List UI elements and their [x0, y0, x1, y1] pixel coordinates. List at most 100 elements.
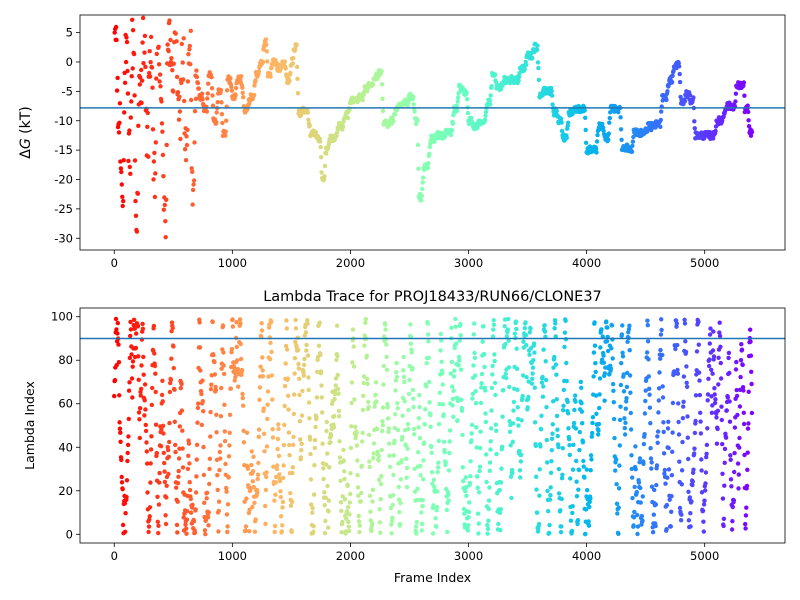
bottom-data-point [334, 323, 340, 328]
bottom-data-point [285, 376, 290, 381]
top-data-point [133, 198, 138, 204]
bottom-data-point [563, 318, 568, 323]
bottom-data-point [310, 510, 315, 515]
bottom-data-point [492, 352, 497, 357]
top-data-point [159, 99, 164, 104]
top-data-point [419, 193, 424, 199]
bottom-data-point [719, 417, 724, 423]
bottom-data-point [286, 407, 291, 412]
top-data-point [228, 76, 233, 81]
top-data-point [558, 116, 564, 122]
bottom-data-point [324, 419, 329, 425]
top-data-point [251, 92, 257, 98]
bottom-data-point [247, 507, 252, 512]
bottom-data-point [332, 396, 337, 402]
bottom-data-point [628, 390, 633, 395]
bottom-data-point [579, 385, 584, 390]
top-data-point [143, 64, 148, 70]
top-data-point [619, 137, 624, 142]
bottom-data-point [228, 386, 233, 391]
bottom-data-point [405, 465, 410, 471]
top-data-point [171, 89, 176, 94]
bottom-data-point [669, 509, 674, 514]
bottom-data-point [133, 345, 139, 351]
bottom-data-point [340, 519, 345, 525]
bottom-data-point [596, 428, 601, 433]
top-data-point [157, 72, 163, 77]
bottom-data-point [659, 327, 664, 333]
bottom-data-point [479, 385, 484, 390]
bottom-data-point [445, 529, 450, 535]
bottom-data-point [389, 531, 394, 536]
bottom-data-point [198, 368, 203, 373]
bottom-data-point [278, 514, 284, 519]
bottom-data-point [162, 469, 167, 474]
bottom-data-point [335, 386, 341, 392]
bottom-data-point [351, 364, 357, 369]
top-data-point [449, 128, 455, 133]
x-tick-label: 3000 [454, 256, 483, 270]
bottom-data-point [171, 365, 176, 371]
bottom-data-point [507, 419, 512, 424]
bottom-data-point [148, 480, 153, 485]
bottom-data-point [240, 395, 245, 401]
bottom-data-point [139, 386, 144, 392]
bottom-data-point [395, 427, 401, 433]
bottom-data-point [626, 326, 632, 332]
bottom-data-point [166, 471, 171, 477]
y-tick-label: 100 [51, 310, 73, 324]
bottom-data-point [656, 410, 661, 415]
x-tick-label: 4000 [572, 549, 601, 563]
top-data-point [659, 109, 664, 114]
bottom-data-point [384, 367, 390, 372]
bottom-data-point [507, 384, 512, 390]
bottom-data-point [396, 484, 401, 490]
bottom-data-point [531, 341, 537, 346]
bottom-data-point [287, 442, 292, 448]
bottom-data-point [459, 397, 464, 402]
bottom-data-point [429, 444, 434, 450]
top-data-point [215, 100, 220, 105]
bottom-data-point [524, 375, 529, 380]
bottom-data-point [721, 516, 727, 521]
bottom-data-point [298, 437, 303, 442]
bottom-data-point [521, 339, 526, 344]
bottom-data-point [272, 523, 278, 529]
bottom-data-point [568, 476, 573, 481]
bottom-data-point [683, 339, 688, 344]
bottom-data-point [203, 532, 208, 537]
bottom-data-point [489, 385, 495, 391]
bottom-data-point [552, 326, 557, 331]
top-data-point [160, 129, 165, 134]
bottom-data-point [617, 417, 623, 423]
bottom-data-point [435, 465, 441, 470]
bottom-data-point [220, 323, 226, 328]
bottom-data-point [514, 366, 520, 371]
bottom-data-point [411, 396, 416, 401]
top-data-point [156, 44, 161, 49]
top-data-point [287, 78, 292, 84]
bottom-data-point [446, 492, 451, 497]
bottom-x-axis-label: Frame Index [394, 570, 471, 585]
bottom-data-point [624, 399, 629, 404]
bottom-data-point [312, 438, 318, 443]
bottom-data-point [612, 435, 617, 441]
top-data-point [214, 110, 219, 115]
top-data-point [194, 68, 199, 73]
bottom-data-point [421, 477, 426, 482]
bottom-data-point [158, 444, 164, 449]
top-data-point [142, 50, 147, 55]
bottom-data-point [510, 439, 515, 444]
top-data-point [119, 182, 125, 187]
top-data-point [583, 127, 588, 133]
bottom-data-point [356, 519, 362, 524]
bottom-data-point [514, 326, 519, 332]
bottom-data-point [137, 406, 143, 411]
bottom-data-point [610, 381, 616, 387]
top-data-point [256, 69, 261, 74]
bottom-data-point [497, 487, 502, 493]
bottom-data-point [577, 429, 582, 435]
bottom-data-point [483, 419, 489, 425]
bottom-data-point [582, 475, 587, 480]
bottom-data-point [481, 324, 486, 329]
